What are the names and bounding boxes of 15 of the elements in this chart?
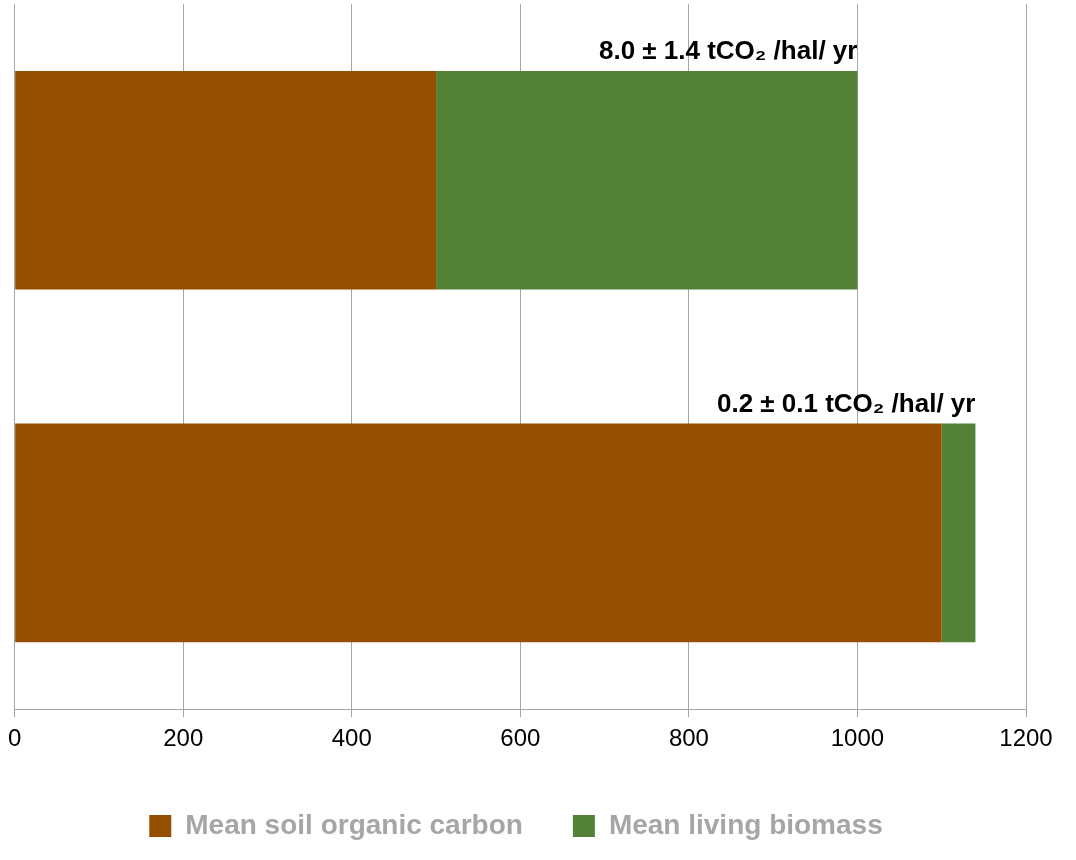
- x-tick-label: 0: [7, 724, 22, 752]
- x-tick-label: 1200: [999, 724, 1053, 752]
- legend-label: Mean soil organic carbon: [185, 808, 523, 840]
- bar: [436, 70, 858, 290]
- x-tick-label: 800: [668, 724, 709, 752]
- x-tick-label: 200: [163, 724, 204, 752]
- legend-label: Mean living biomass: [608, 808, 883, 840]
- bar: [15, 423, 942, 643]
- annotation: 0.2 ± 0.1 tCO₂ /hal/ yr: [716, 387, 976, 418]
- x-tick-label: 1000: [830, 724, 885, 752]
- annotation: 8.0 ± 1.4 tCO₂ /hal/ yr: [598, 35, 858, 66]
- bar: [941, 423, 976, 643]
- x-tick-label: 600: [500, 724, 541, 752]
- bar: [15, 70, 437, 290]
- x-tick-label: 400: [331, 724, 372, 752]
